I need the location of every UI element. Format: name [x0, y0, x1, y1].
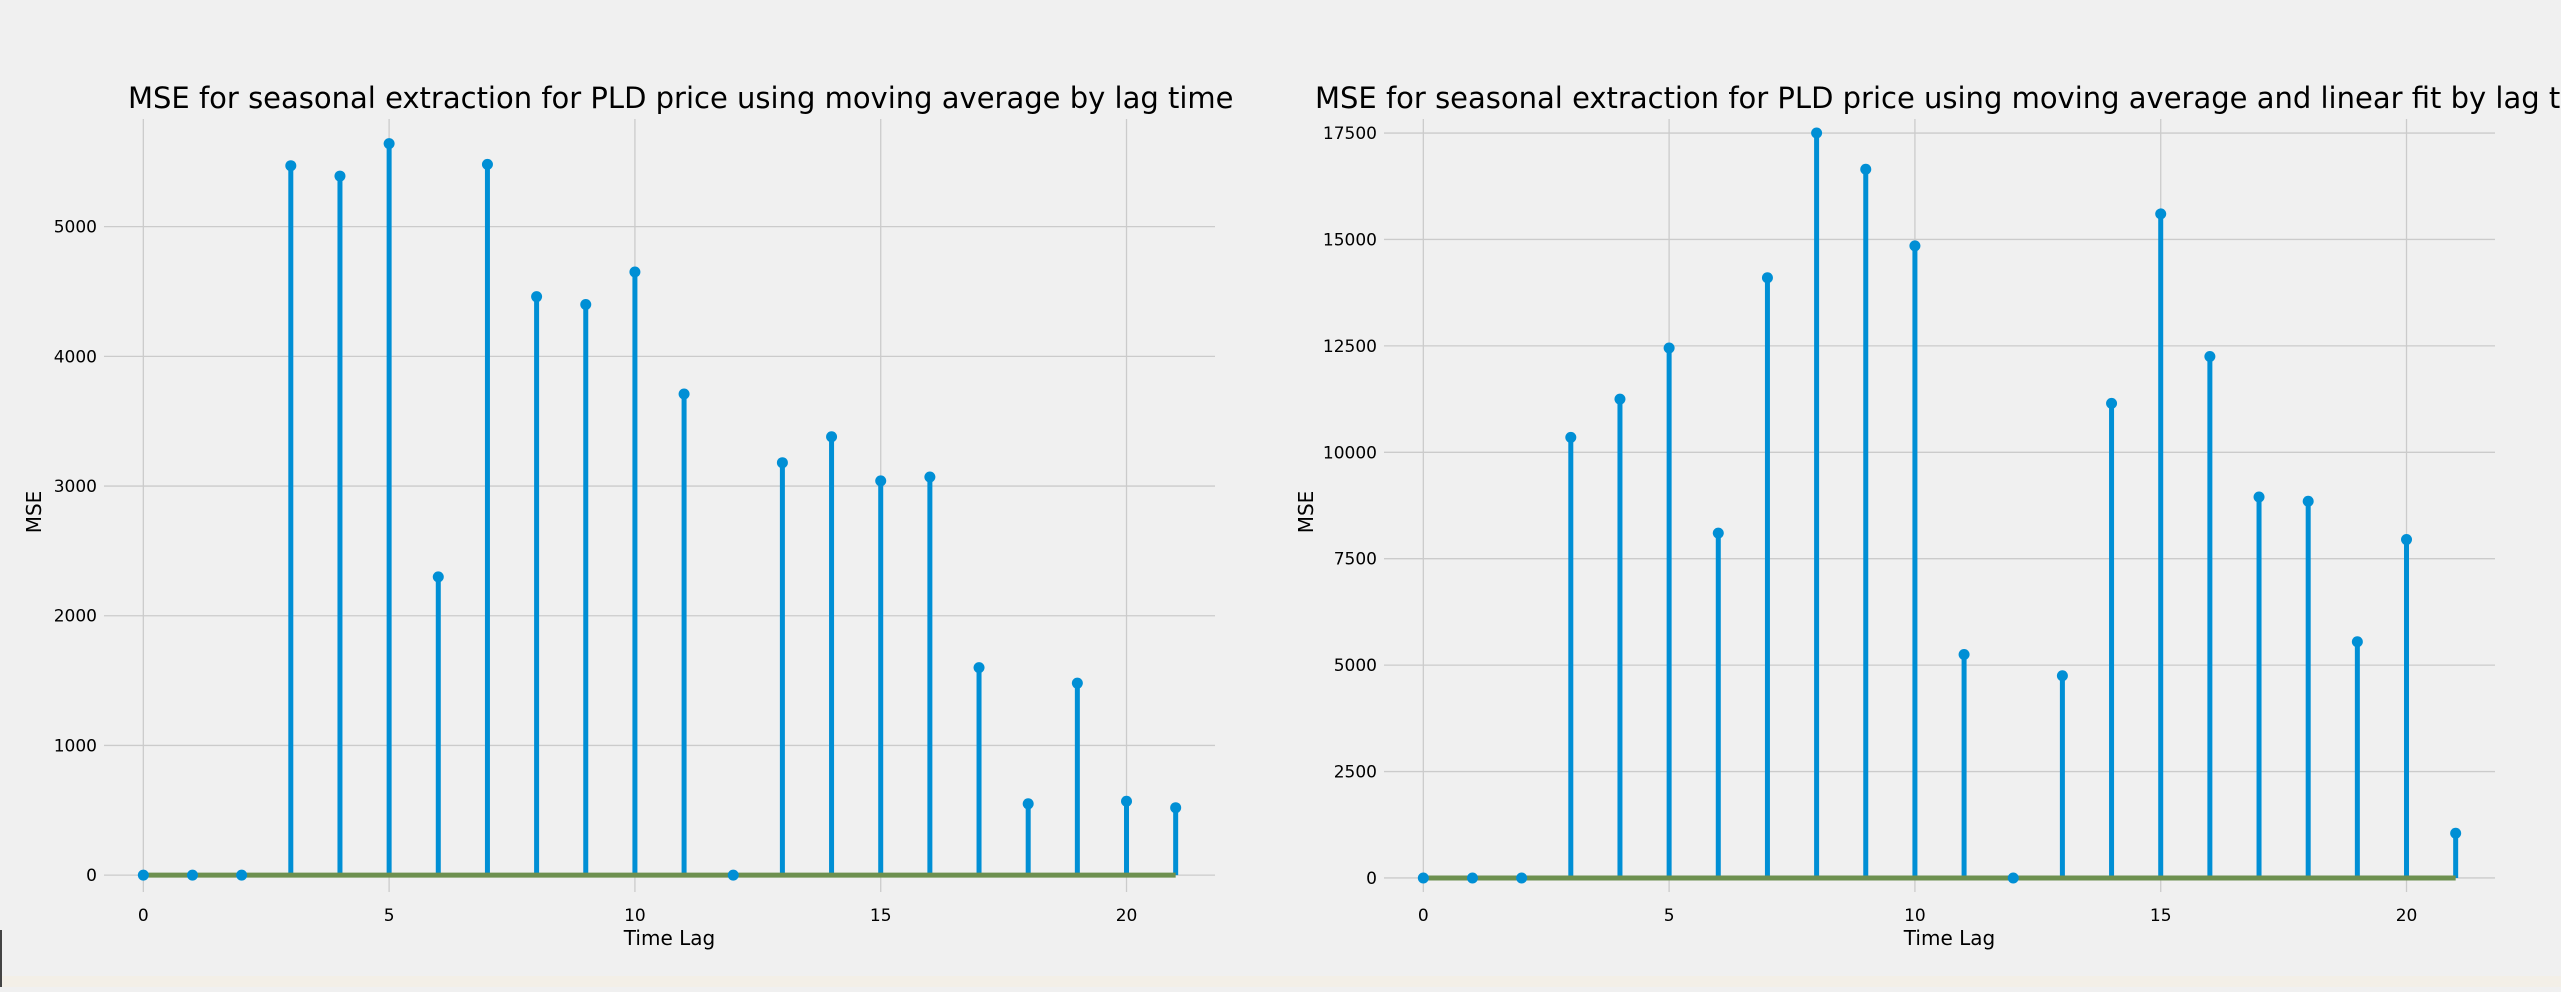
chart2-title: MSE for seasonal extraction for PLD pric…	[1315, 81, 2561, 115]
chart1-marker	[1071, 677, 1083, 689]
chart2-x-tick-label: 20	[2396, 906, 2418, 926]
chart1-marker	[776, 457, 788, 469]
chart2-marker	[2450, 827, 2462, 839]
chart1-marker	[334, 170, 346, 182]
chart2-marker	[2056, 670, 2068, 682]
chart1-marker	[383, 138, 395, 150]
chart1-marker	[875, 475, 887, 487]
chart1-marker	[531, 291, 543, 303]
chart1-marker	[678, 388, 690, 400]
left-edge-mark	[0, 930, 2, 987]
chart1-y-tick-label: 3000	[54, 477, 97, 497]
chart2-x-tick-label: 15	[2150, 906, 2172, 926]
chart1-marker	[236, 869, 248, 881]
chart2-y-tick-label: 17500	[1323, 124, 1377, 144]
chart2-marker	[1761, 272, 1773, 284]
chart2-marker	[1466, 872, 1478, 884]
chart1-y-axis-label: MSE	[22, 491, 46, 534]
chart1-y-tick-label: 2000	[54, 607, 97, 627]
chart2-y-tick-label: 2500	[1334, 763, 1377, 783]
bottom-strip	[0, 976, 2561, 987]
chart1-title: MSE for seasonal extraction for PLD pric…	[128, 81, 1233, 115]
chart1-marker	[1022, 798, 1034, 810]
chart2-marker	[1811, 127, 1823, 139]
chart2-marker	[2253, 491, 2265, 503]
chart1-marker	[629, 266, 641, 278]
chart1-x-tick-label: 10	[624, 906, 646, 926]
chart2-marker	[2106, 397, 2118, 409]
chart2-marker	[2204, 351, 2216, 363]
chart1-x-tick-label: 20	[1116, 906, 1138, 926]
chart1-y-tick-label: 1000	[54, 736, 97, 756]
chart2-y-axis-label: MSE	[1294, 491, 1318, 534]
chart1-y-tick-label: 5000	[54, 218, 97, 238]
chart2-y-tick-label: 15000	[1323, 230, 1377, 250]
chart2-marker	[1712, 527, 1724, 539]
chart1-marker	[727, 869, 739, 881]
chart2-y-tick-label: 12500	[1323, 337, 1377, 357]
chart2-y-tick-label: 5000	[1334, 656, 1377, 676]
chart1-marker	[285, 160, 297, 172]
chart2-marker	[2302, 495, 2314, 507]
chart1-marker	[186, 869, 198, 881]
chart2-x-axis-label: Time Lag	[1903, 926, 1995, 950]
chart1-marker	[580, 298, 592, 310]
chart1-marker	[137, 869, 149, 881]
chart1-x-tick-label: 0	[138, 906, 149, 926]
chart1-panel: 0 5 10 15 20 0 1000 2000 3000 4000 5000 MSE for sea…	[22, 81, 1233, 950]
chart2-marker	[1909, 240, 1921, 252]
chart2-marker	[1516, 872, 1528, 884]
chart2-x-tick-label: 0	[1418, 906, 1429, 926]
chart2-marker	[1663, 342, 1675, 354]
chart1-marker	[973, 662, 985, 674]
chart2-panel: 0 5 10 15 20 0 2500 5000 7500 10000 12500 15000 1750…	[1294, 81, 2561, 950]
chart1-marker	[1170, 802, 1182, 814]
chart2-marker	[2155, 208, 2167, 220]
chart1-x-tick-label: 15	[870, 906, 892, 926]
chart2-y-tick-label: 0	[1366, 869, 1377, 889]
chart1-marker	[924, 471, 936, 483]
chart2-y-tick-label: 7500	[1334, 550, 1377, 570]
chart2-marker	[1565, 431, 1577, 443]
chart2-x-tick-label: 5	[1664, 906, 1675, 926]
chart2-marker	[1614, 393, 1626, 405]
chart1-marker	[826, 431, 838, 443]
chart1-x-axis-label: Time Lag	[623, 926, 715, 950]
chart2-marker	[2401, 534, 2413, 546]
chart1-marker	[1121, 795, 1133, 807]
chart2-marker	[1860, 163, 1872, 175]
chart2-x-tick-label: 10	[1904, 906, 1926, 926]
chart1-y-tick-label: 0	[86, 866, 97, 886]
chart2-marker	[2351, 636, 2363, 648]
chart1-marker	[481, 158, 493, 170]
chart1-y-tick-label: 4000	[54, 347, 97, 367]
chart1-x-tick-label: 5	[384, 906, 395, 926]
chart2-marker	[1417, 872, 1429, 884]
chart2-marker	[1958, 648, 1970, 660]
chart2-marker	[2007, 872, 2019, 884]
chart1-marker	[432, 571, 444, 583]
chart2-y-tick-label: 10000	[1323, 443, 1377, 463]
